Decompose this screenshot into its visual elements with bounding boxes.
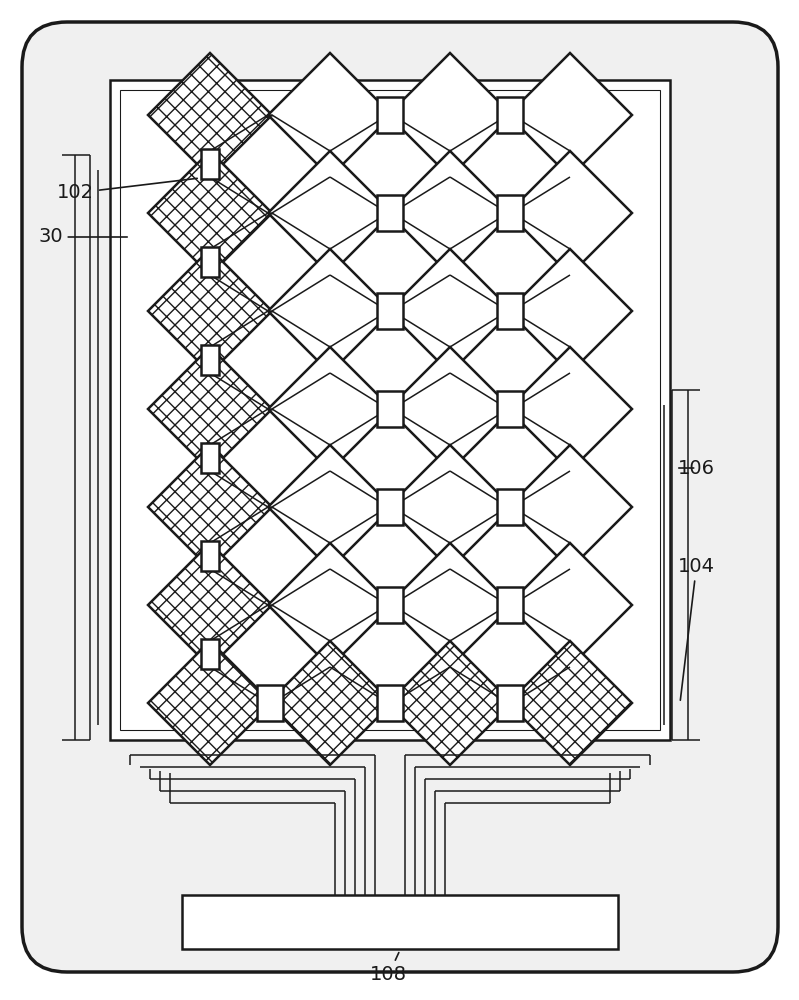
Polygon shape [388, 641, 512, 765]
Polygon shape [148, 641, 272, 765]
Bar [120, 90, 660, 730]
Polygon shape [148, 53, 272, 177]
Bar [377, 97, 403, 133]
Bar [257, 685, 283, 721]
Text: 108: 108 [370, 953, 407, 984]
Polygon shape [388, 53, 512, 177]
Bar [201, 443, 219, 473]
Bar [201, 541, 219, 571]
Polygon shape [268, 641, 392, 765]
Bar [497, 587, 523, 623]
Polygon shape [268, 151, 392, 275]
Bar [201, 345, 219, 375]
Polygon shape [148, 151, 272, 275]
Bar [377, 391, 403, 427]
Polygon shape [268, 445, 392, 569]
FancyBboxPatch shape [22, 22, 778, 972]
Text: 106: 106 [678, 458, 715, 478]
Bar [497, 97, 523, 133]
Text: 104: 104 [678, 556, 715, 700]
Bar [201, 149, 219, 179]
Bar [497, 391, 523, 427]
Polygon shape [508, 641, 632, 765]
Polygon shape [388, 347, 512, 471]
Polygon shape [388, 249, 512, 373]
Bar [377, 685, 403, 721]
Polygon shape [388, 445, 512, 569]
Polygon shape [388, 151, 512, 275]
Bar [110, 80, 670, 740]
Polygon shape [148, 249, 272, 373]
Bar [497, 489, 523, 525]
Bar [497, 195, 523, 231]
Polygon shape [388, 543, 512, 667]
Polygon shape [508, 249, 632, 373]
Polygon shape [508, 445, 632, 569]
Polygon shape [148, 445, 272, 569]
Polygon shape [508, 151, 632, 275]
Polygon shape [268, 347, 392, 471]
Text: 30: 30 [38, 228, 127, 246]
Polygon shape [148, 347, 272, 471]
Bar [201, 639, 219, 669]
Polygon shape [148, 543, 272, 667]
Polygon shape [268, 543, 392, 667]
Bar [377, 195, 403, 231]
Bar [377, 587, 403, 623]
Text: 102: 102 [57, 178, 197, 202]
Bar [377, 293, 403, 329]
Bar [182, 895, 618, 949]
Bar [377, 489, 403, 525]
Bar [497, 293, 523, 329]
Polygon shape [268, 249, 392, 373]
Polygon shape [508, 347, 632, 471]
Polygon shape [508, 53, 632, 177]
Bar [497, 685, 523, 721]
Polygon shape [268, 53, 392, 177]
Bar [201, 247, 219, 277]
Polygon shape [508, 543, 632, 667]
